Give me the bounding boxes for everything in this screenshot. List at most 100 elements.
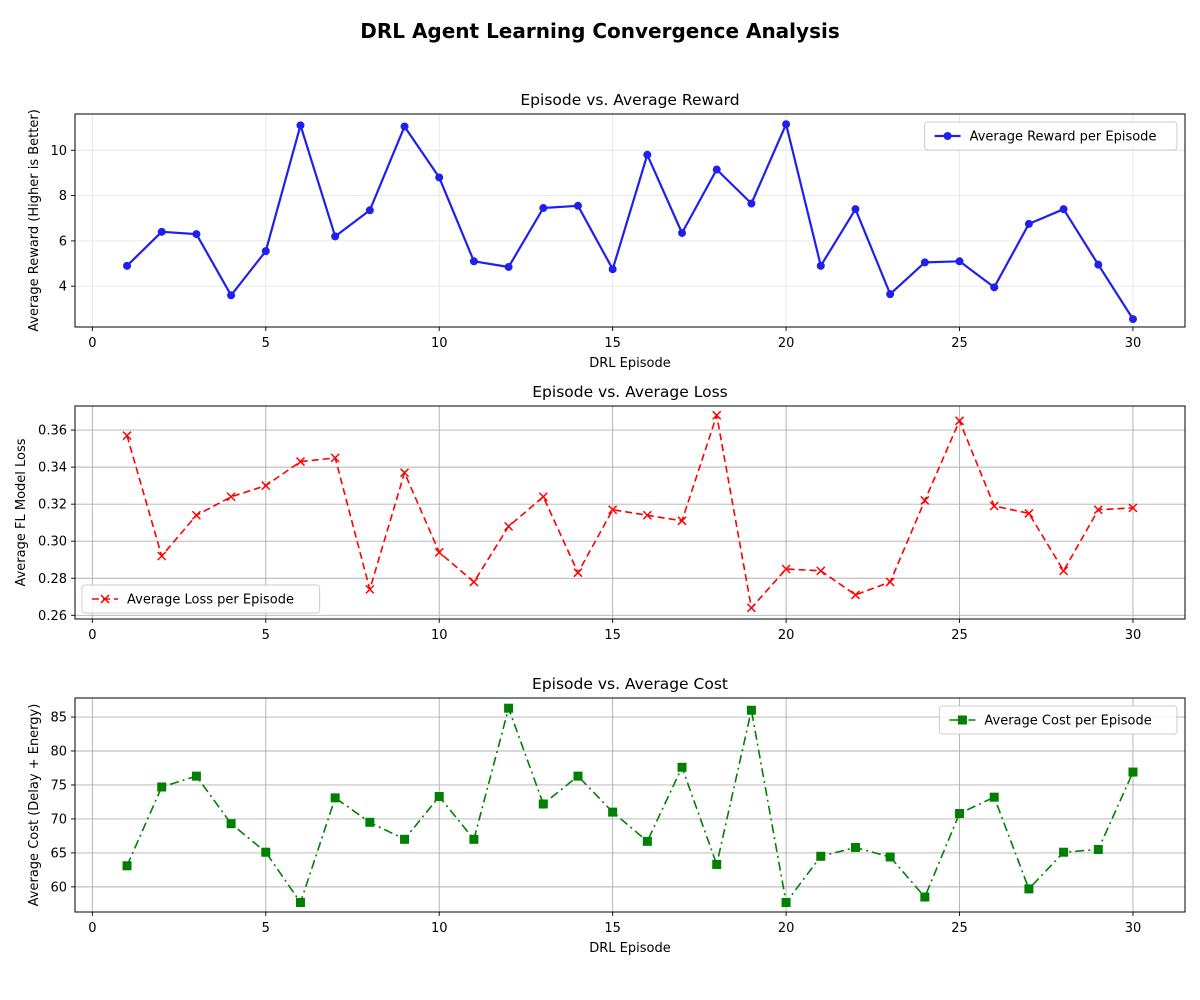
y-tick-label: 80 bbox=[50, 744, 67, 759]
data-point bbox=[920, 258, 929, 267]
y-tick-label: 0.36 bbox=[38, 424, 67, 439]
data-point bbox=[816, 261, 825, 270]
data-point bbox=[642, 510, 652, 520]
chart-title: Episode vs. Average Cost bbox=[532, 675, 728, 693]
data-point bbox=[122, 861, 132, 871]
x-tick-label: 30 bbox=[1125, 921, 1142, 936]
y-tick-label: 8 bbox=[59, 189, 67, 204]
data-point bbox=[261, 247, 270, 256]
data-point bbox=[608, 505, 618, 515]
y-tick-label: 75 bbox=[50, 778, 67, 793]
data-point bbox=[226, 819, 236, 829]
legend: Average Loss per Episode bbox=[81, 584, 321, 614]
data-point bbox=[781, 564, 791, 574]
legend-box bbox=[924, 121, 1178, 151]
data-point bbox=[955, 808, 965, 818]
data-point bbox=[989, 501, 999, 511]
data-point bbox=[712, 165, 721, 174]
y-tick-label: 70 bbox=[50, 812, 67, 827]
data-point bbox=[1128, 503, 1138, 513]
data-point bbox=[469, 577, 479, 587]
data-point bbox=[330, 453, 340, 463]
data-point bbox=[886, 290, 895, 299]
data-point bbox=[226, 492, 236, 502]
y-tick-label: 65 bbox=[50, 846, 67, 861]
legend-marker bbox=[957, 715, 967, 725]
data-point bbox=[157, 227, 166, 236]
y-tick-label: 0.32 bbox=[38, 498, 67, 513]
data-point bbox=[712, 410, 722, 420]
data-point bbox=[295, 457, 305, 467]
data-point bbox=[1128, 315, 1137, 324]
data-point bbox=[365, 206, 374, 215]
data-point bbox=[920, 495, 930, 505]
y-tick-label: 6 bbox=[59, 234, 67, 249]
data-point bbox=[608, 807, 618, 817]
data-point bbox=[851, 205, 860, 214]
data-point bbox=[677, 516, 687, 526]
chart-panels: 0 5 10 15 20 25 30 4 6 8 10 Episode vs. Average Rew… bbox=[14, 91, 1186, 956]
data-point bbox=[123, 261, 132, 270]
data-point bbox=[539, 204, 548, 213]
data-point bbox=[331, 232, 340, 241]
data-point bbox=[746, 603, 756, 613]
x-tick-label: 25 bbox=[951, 921, 968, 936]
legend-marker bbox=[100, 594, 110, 604]
x-tick-label: 20 bbox=[778, 921, 795, 936]
data-point bbox=[538, 799, 548, 809]
data-point bbox=[678, 228, 687, 237]
data-point bbox=[990, 283, 999, 292]
data-point bbox=[157, 551, 167, 561]
data-point bbox=[504, 521, 514, 531]
legend-box bbox=[938, 705, 1178, 735]
data-point bbox=[955, 416, 965, 426]
x-tick-label: 5 bbox=[262, 628, 270, 643]
chart-1: 0 5 10 15 20 25 30 4 6 8 10 Episode vs. Average Rew… bbox=[27, 91, 1186, 371]
data-point bbox=[1128, 767, 1138, 777]
data-point bbox=[885, 852, 895, 862]
x-tick-label: 15 bbox=[604, 921, 621, 936]
x-tick-label: 30 bbox=[1125, 336, 1142, 351]
data-point bbox=[1059, 847, 1069, 857]
data-point bbox=[504, 703, 514, 713]
x-tick-label: 0 bbox=[88, 628, 96, 643]
x-tick-label: 25 bbox=[951, 628, 968, 643]
data-point bbox=[365, 817, 375, 827]
data-point bbox=[434, 792, 444, 802]
data-point bbox=[191, 510, 201, 520]
y-tick-label: 4 bbox=[59, 280, 67, 295]
data-point bbox=[712, 859, 722, 869]
data-point bbox=[782, 120, 791, 129]
legend-label: Average Loss per Episode bbox=[127, 593, 294, 608]
data-point bbox=[885, 577, 895, 587]
x-tick-label: 5 bbox=[262, 921, 270, 936]
data-point bbox=[573, 568, 583, 578]
data-point bbox=[434, 547, 444, 557]
y-axis-label: Average Cost (Delay + Energy) bbox=[27, 704, 42, 907]
data-point bbox=[816, 851, 826, 861]
data-point bbox=[920, 892, 930, 902]
data-point bbox=[330, 793, 340, 803]
data-point bbox=[192, 230, 201, 239]
data-point bbox=[400, 834, 410, 844]
data-point bbox=[747, 199, 756, 208]
x-tick-label: 20 bbox=[778, 628, 795, 643]
data-point bbox=[989, 792, 999, 802]
data-point bbox=[400, 122, 409, 131]
legend: Average Cost per Episode bbox=[938, 705, 1178, 735]
data-point bbox=[573, 201, 582, 210]
data-point bbox=[504, 262, 513, 271]
x-tick-label: 20 bbox=[778, 336, 795, 351]
data-point bbox=[781, 897, 791, 907]
y-tick-label: 0.34 bbox=[38, 461, 67, 476]
data-point bbox=[122, 431, 132, 441]
y-axis-label: Average FL Model Loss bbox=[14, 438, 29, 586]
data-point bbox=[573, 771, 583, 781]
data-point bbox=[538, 492, 548, 502]
data-point bbox=[642, 836, 652, 846]
data-point bbox=[1024, 884, 1034, 894]
series-line bbox=[126, 414, 1134, 609]
data-point bbox=[400, 468, 410, 478]
legend-label: Average Reward per Episode bbox=[970, 130, 1157, 145]
